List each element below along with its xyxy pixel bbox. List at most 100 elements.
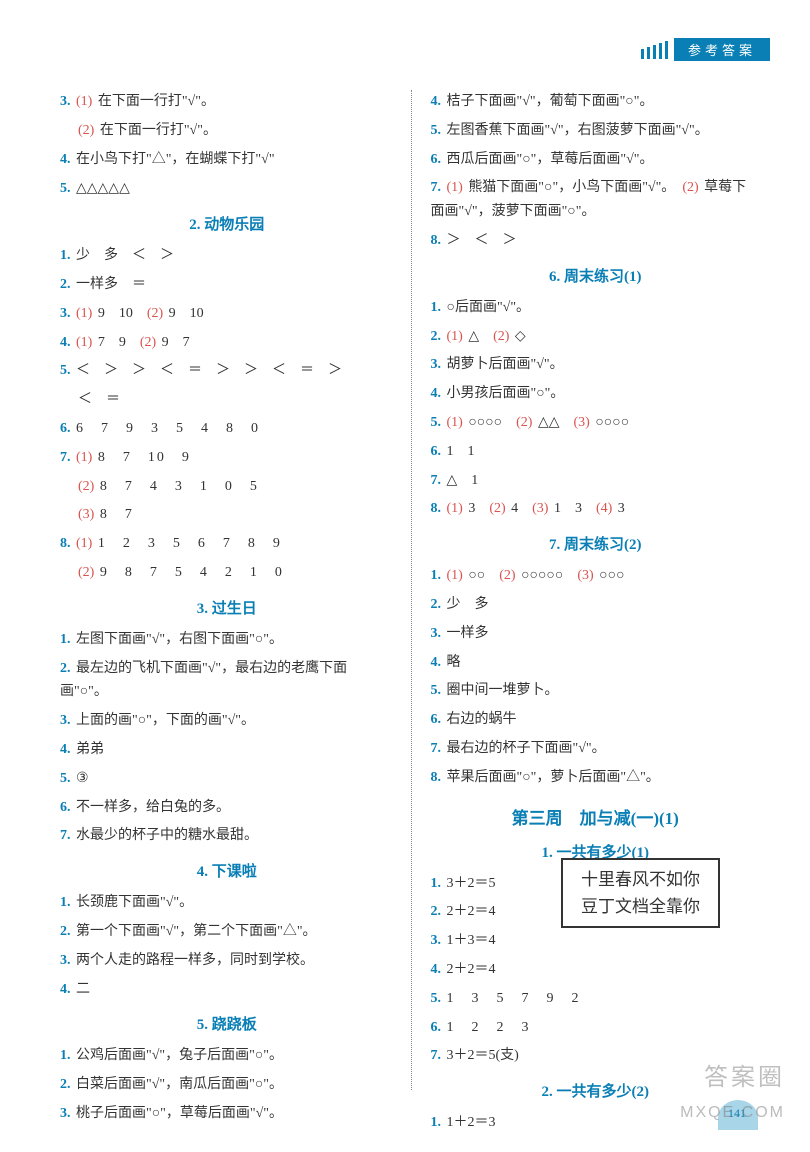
sub-num: (3) [78,507,94,522]
section-title: 2. 动物乐园 [60,213,393,234]
answer-text: 右边的蜗牛 [446,712,516,727]
answer-text: 8 7 4 3 1 0 5 [100,479,259,494]
item-num: 3. [430,626,441,641]
answer-text: 白菜后面画"√"，南瓜后面画"○"。 [76,1077,283,1092]
stamp-overlay: 十里春风不如你 豆丁文档全靠你 [561,858,720,928]
answer-text: 1 3 5 7 9 2 [446,991,580,1006]
item-num: 6. [430,1020,441,1035]
answer-text: 小男孩后面画"○"。 [446,386,564,401]
item-num: 6. [430,152,441,167]
item-num: 7. [430,180,441,195]
content-columns: 3. (1) 在下面一行打"√"。 (2) 在下面一行打"√"。 4. 在小鸟下… [60,90,770,1090]
sub-num: (2) [78,565,94,580]
answer-text: 在小鸟下打"△"，在蝴蝶下打"√" [76,152,275,167]
answer-text: 1 2 2 3 [446,1020,530,1035]
watermark-url: MXQE.COM [680,1104,785,1122]
answer-text: 1 2 3 5 6 7 8 9 [98,536,282,551]
answer-text: 左图下面画"√"，右图下面画"○"。 [76,632,283,647]
answer-text: 1＋3＝4 [446,933,495,948]
answer-text: 上面的画"○"，下面的画"√"。 [76,713,255,728]
item-num: 8. [430,233,441,248]
item-num: 1. [60,632,71,647]
sub-num: (2) [147,306,163,321]
answer-text: 水最少的杯子中的糖水最甜。 [76,828,258,843]
section-title: 4. 下课啦 [60,860,393,881]
answer-text: 不一样多，给白兔的多。 [76,800,230,815]
item-num: 1. [430,876,441,891]
item-num: 2. [430,597,441,612]
header-label: 参考答案 [674,38,770,61]
answer-text: △△ [538,415,560,430]
item-num: 8. [60,536,71,551]
answer-text: 8 7 10 9 [98,450,191,465]
answer-text: 4 [511,501,518,516]
item-num: 3. [430,357,441,372]
item-num: 6. [430,712,441,727]
item-num: 2. [430,329,441,344]
right-column: 4. 桔子下面画"√"，葡萄下面画"○"。 5. 左图香蕉下面画"√"，右图菠萝… [412,90,770,1090]
answer-text: ◇ [515,329,526,344]
item-num: 4. [430,386,441,401]
answer-text: ○○ [468,568,485,583]
item-num: 7. [430,473,441,488]
item-num: 6. [430,444,441,459]
answer-text: 少 多 [446,597,488,612]
answer-text: 3 [618,501,625,516]
sub-num: (1) [76,94,92,109]
item-num: 4. [430,94,441,109]
answer-text: 熊猫下面画"○"，小鸟下面画"√"。 [468,180,668,195]
item-num: 8. [430,770,441,785]
answer-text: △ 1 [446,473,478,488]
answer-text: 2＋2＝4 [446,904,495,919]
sub-num: (4) [596,501,612,516]
stamp-line: 豆丁文档全靠你 [581,893,700,920]
left-column: 3. (1) 在下面一行打"√"。 (2) 在下面一行打"√"。 4. 在小鸟下… [60,90,412,1090]
watermark-text: 答案圈 [704,1057,785,1092]
sub-num: (2) [493,329,509,344]
answer-text: 左图香蕉下面画"√"，右图菠萝下面画"√"。 [446,123,708,138]
sub-num: (2) [516,415,532,430]
item-num: 3. [60,713,71,728]
item-num: 2. [60,1077,71,1092]
sub-num: (3) [577,568,593,583]
item-num: 1. [60,248,71,263]
answer-text: 第一个下面画"√"，第二个下面画"△"。 [76,924,317,939]
item-num: 7. [60,828,71,843]
item-num: 4. [60,982,71,997]
sub-num: (2) [489,501,505,516]
answer-text: 桔子下面画"√"，葡萄下面画"○"。 [446,94,653,109]
answer-text: 长颈鹿下面画"√"。 [76,895,193,910]
section-title: 3. 过生日 [60,597,393,618]
item-num: 5. [430,683,441,698]
stamp-line: 十里春风不如你 [581,866,700,893]
answer-text: 一样多 ＝ [76,277,146,292]
answer-text: ＜ ＞ ＞ ＜ ＝ ＞ ＞ ＜ ＝ ＞ [76,363,342,378]
item-num: 5. [430,415,441,430]
item-num: 5. [60,181,71,196]
item-num: 7. [430,1048,441,1063]
answer-text: 9 10 [169,306,204,321]
sub-num: (1) [446,180,462,195]
answer-text: 3＋2＝5 [446,876,495,891]
answer-text: 3＋2＝5(支) [446,1048,518,1063]
answer-text: ○○○○○ [521,568,563,583]
answer-text: 7 9 [98,335,126,350]
item-num: 3. [430,933,441,948]
answer-text: 6 7 9 3 5 4 8 0 [76,421,260,436]
answer-text: 在下面一行打"√"。 [100,123,217,138]
item-num: 3. [60,1106,71,1121]
answer-text: 苹果后面画"○"，萝卜后面画"△"。 [446,770,659,785]
answer-text: ③ [76,771,89,786]
answer-text: △△△△△ [76,179,130,195]
sub-num: (1) [446,501,462,516]
answer-text: 略 [446,655,460,670]
answer-text: ○○○○ [468,415,502,430]
item-num: 2. [60,277,71,292]
item-num: 1. [60,895,71,910]
sub-num: (1) [76,306,92,321]
sub-num: (1) [446,415,462,430]
answer-text: 西瓜后面画"○"，草莓后面画"√"。 [446,152,653,167]
item-num: 4. [430,962,441,977]
answer-text: 最右边的杯子下面画"√"。 [446,741,605,756]
item-num: 1. [430,1115,441,1130]
